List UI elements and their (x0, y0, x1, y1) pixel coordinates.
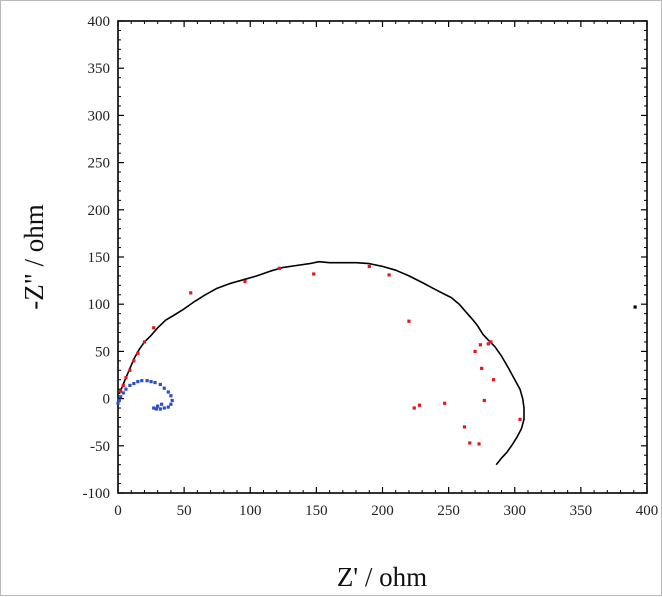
data-point-2 (136, 380, 140, 384)
data-point-1 (482, 398, 486, 403)
data-point-1 (518, 417, 522, 421)
data-point-1 (152, 326, 156, 330)
data-point-1 (124, 376, 128, 380)
series-layer (116, 260, 637, 466)
data-point-1 (489, 340, 493, 344)
plot-area (117, 20, 648, 494)
x-tick-label: 50 (177, 503, 192, 519)
y-tick-label: 100 (88, 297, 111, 313)
data-point-2 (169, 402, 173, 406)
data-point-2 (169, 394, 173, 398)
y-tick-label: -50 (90, 439, 110, 455)
data-point-2 (152, 406, 156, 410)
data-point-1 (128, 368, 132, 372)
data-point-1 (480, 366, 484, 370)
data-point-1 (119, 389, 123, 393)
data-point-1 (486, 342, 490, 346)
x-tick-label: 100 (239, 503, 262, 519)
data-point-2 (170, 398, 174, 403)
x-tick-label: 0 (114, 503, 122, 519)
data-point-2 (166, 405, 170, 409)
data-point-2 (119, 395, 123, 399)
data-point-2 (124, 387, 128, 391)
x-tick-label: 300 (504, 503, 527, 519)
data-point-2 (154, 407, 158, 411)
data-point-1 (142, 340, 147, 344)
data-point-1 (387, 273, 391, 277)
data-point-2 (149, 380, 153, 384)
data-point-2 (117, 398, 121, 403)
data-point-2 (116, 401, 120, 405)
x-tick-label: 350 (570, 503, 593, 519)
data-point-1 (473, 349, 477, 353)
x-axis-title: Z' / ohm (337, 562, 427, 592)
y-tick-label: 200 (88, 203, 111, 219)
data-point-2 (162, 386, 166, 390)
axes-layer: 0 50 100 150 200 250 300 350 400 -100 -50 0 50 100 150… (83, 14, 659, 519)
data-point-1 (121, 383, 125, 387)
data-point-2 (145, 379, 149, 383)
x-tick-label: 400 (636, 503, 659, 519)
data-point-1 (132, 359, 136, 363)
data-point-1 (477, 442, 481, 446)
data-point-2 (160, 402, 164, 406)
y-tick-label: 300 (88, 108, 111, 124)
y-tick-label: 50 (95, 344, 110, 360)
y-tick-label: 400 (88, 14, 111, 30)
data-point-1 (243, 279, 247, 284)
data-point-2 (158, 382, 162, 387)
data-point-2 (132, 381, 136, 386)
data-point-1 (407, 319, 411, 323)
data-point-1 (189, 291, 193, 295)
data-point-1 (468, 441, 472, 445)
data-point-1 (491, 378, 496, 382)
y-tick-label: 350 (88, 61, 111, 77)
data-point-1 (277, 266, 281, 270)
data-point-2 (153, 380, 157, 385)
data-point-1 (478, 343, 482, 347)
x-tick-label: 150 (305, 503, 328, 519)
series-line-0 (118, 260, 525, 466)
data-point-2 (156, 404, 160, 408)
data-point-1 (136, 351, 140, 355)
y-tick-label: 0 (103, 392, 111, 408)
y-tick-label: -100 (83, 486, 111, 502)
data-point-1 (462, 425, 467, 429)
data-point-2 (140, 379, 144, 383)
y-axis-title: -Z" / ohm (19, 204, 49, 310)
data-point-3 (633, 305, 637, 309)
data-point-2 (158, 407, 162, 411)
x-tick-label: 250 (437, 503, 460, 519)
data-point-2 (128, 383, 132, 387)
data-point-2 (121, 391, 125, 395)
data-point-1 (312, 272, 316, 276)
x-tick-label: 200 (371, 503, 394, 519)
y-tick-label: 150 (88, 250, 111, 266)
data-point-1 (417, 403, 422, 407)
y-tick-label: 250 (88, 156, 111, 172)
data-point-1 (367, 264, 371, 269)
data-point-2 (166, 390, 170, 394)
data-point-1 (443, 401, 447, 405)
data-point-1 (412, 406, 416, 410)
data-point-2 (162, 406, 166, 410)
